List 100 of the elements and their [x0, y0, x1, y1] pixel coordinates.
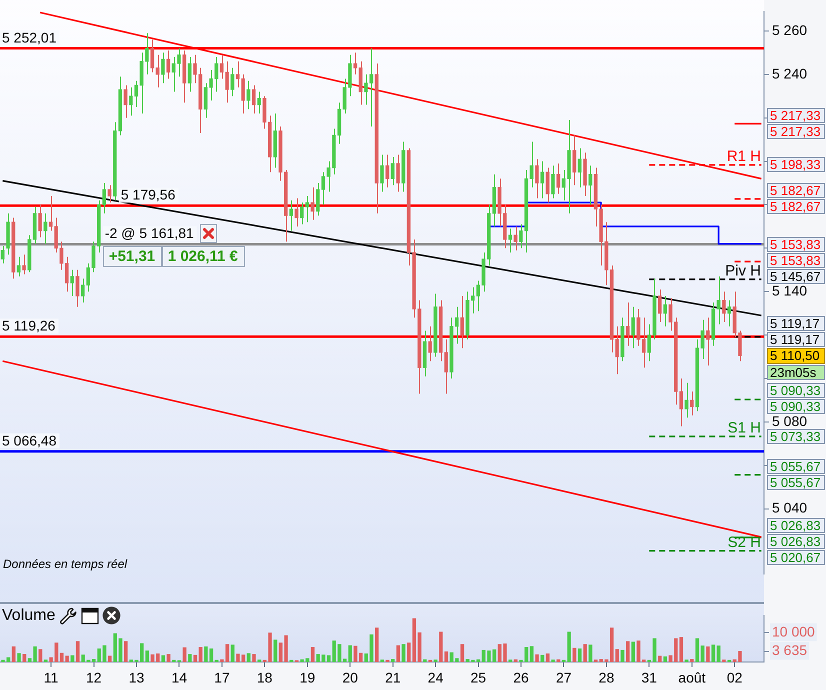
data-label: 5 073,33 — [767, 429, 825, 444]
data-label: 5 198,33 — [767, 157, 825, 172]
data-label: 5 182,67 — [767, 183, 825, 198]
data-label: 5 026,83 — [767, 518, 825, 534]
bar — [631, 642, 635, 662]
x-tick-label: 02 — [726, 669, 743, 686]
bar — [230, 644, 234, 662]
y-tick-label: 5 080 — [772, 412, 808, 429]
bar — [460, 644, 464, 662]
x-tick-label: 17 — [214, 669, 230, 686]
bar — [198, 647, 202, 662]
y-tick-label: 3 635 — [772, 642, 808, 658]
y-tick-label: 5 240 — [772, 65, 808, 82]
x-tick-label: 24 — [428, 669, 444, 686]
bar — [12, 646, 16, 662]
series-label: S1 H — [728, 419, 761, 436]
bar — [556, 659, 560, 662]
bar — [188, 654, 192, 662]
bar — [161, 655, 166, 662]
ref-line-label: 5 066,48 — [2, 432, 57, 448]
bar — [108, 656, 112, 662]
bar — [193, 654, 198, 662]
data-label: 5 119,17 — [767, 332, 825, 347]
annotation: +51,31 — [102, 246, 162, 268]
x-tick-label: 13 — [128, 669, 145, 686]
bar — [663, 656, 668, 662]
bar — [700, 646, 704, 662]
data-label: 5 090,33 — [767, 399, 825, 414]
x-tick-label: 20 — [342, 669, 358, 686]
bar — [540, 654, 544, 662]
bar — [711, 644, 716, 662]
ref-line-label: -2 @ 5 161,81 — [104, 225, 194, 242]
ref-line-label: 5 179,56 — [120, 186, 176, 203]
x-tick-label: 14 — [171, 669, 188, 686]
bar — [572, 648, 576, 662]
bar — [626, 641, 630, 662]
bar — [690, 659, 694, 662]
bar — [695, 638, 700, 662]
text: 23m05s — [767, 364, 825, 380]
bar — [514, 659, 518, 662]
bar — [246, 653, 250, 662]
bar — [679, 637, 684, 662]
bar — [65, 656, 69, 662]
data-label: 5 055,67 — [767, 459, 825, 474]
data-label: 5 090,33 — [767, 383, 825, 398]
chart-title: Volume — [2, 606, 56, 624]
bar — [444, 651, 448, 662]
bar — [706, 646, 710, 662]
x-tick-label: 26 — [513, 669, 530, 686]
bar — [182, 647, 186, 662]
ref-line-label: 5 119,26 — [2, 318, 56, 334]
bar — [535, 654, 539, 662]
text: 5 110,50 — [770, 348, 820, 364]
bar — [396, 645, 400, 662]
x-tick-label: 21 — [385, 669, 401, 686]
data-label: 5 217,33 — [767, 108, 825, 124]
bar — [391, 659, 395, 662]
series-label: Piv H — [725, 262, 761, 280]
bar — [402, 644, 406, 662]
data-label: 5 119,17 — [767, 316, 825, 331]
bar — [407, 642, 411, 662]
y-tick-label: 5 040 — [772, 500, 808, 516]
y-tick-label: 10 000 — [772, 624, 816, 640]
data-label: 5 026,83 — [767, 534, 825, 550]
bar — [658, 656, 662, 662]
ref-line-label: 5 252,01 — [2, 29, 57, 46]
bar — [166, 654, 170, 662]
bar — [348, 645, 352, 662]
bar — [252, 654, 256, 662]
bar — [76, 641, 80, 662]
bar — [274, 640, 278, 662]
data-label: 5 217,33 — [767, 124, 825, 140]
bar — [70, 655, 74, 662]
bar — [145, 650, 150, 662]
bar — [22, 654, 26, 662]
data-label: 5 182,67 — [767, 199, 825, 214]
bar — [615, 649, 619, 662]
x-tick-label: 27 — [556, 669, 572, 686]
data-label: 5 055,67 — [767, 475, 825, 490]
bar — [423, 659, 427, 662]
bar — [546, 653, 550, 662]
bar — [17, 653, 21, 662]
annotation: Données en temps réel — [3, 557, 128, 571]
bar — [578, 648, 582, 662]
annotation: 1 026,11 € — [162, 246, 245, 268]
data-label: 5 153,83 — [767, 253, 825, 268]
bar — [716, 646, 720, 662]
bar — [583, 644, 587, 662]
bar — [38, 649, 42, 662]
x-tick-label: 18 — [256, 669, 273, 686]
x-tick-label: 12 — [86, 669, 102, 686]
bar — [374, 628, 379, 662]
data-label: 5 145,67 — [767, 269, 825, 284]
bar — [588, 644, 592, 662]
y-tick-label: 5 260 — [772, 22, 808, 38]
x-tick-label: 19 — [300, 669, 316, 686]
x-tick-label: 11 — [44, 669, 59, 686]
bar — [439, 632, 443, 662]
bar — [60, 652, 64, 662]
series-label: R1 H — [726, 148, 761, 165]
